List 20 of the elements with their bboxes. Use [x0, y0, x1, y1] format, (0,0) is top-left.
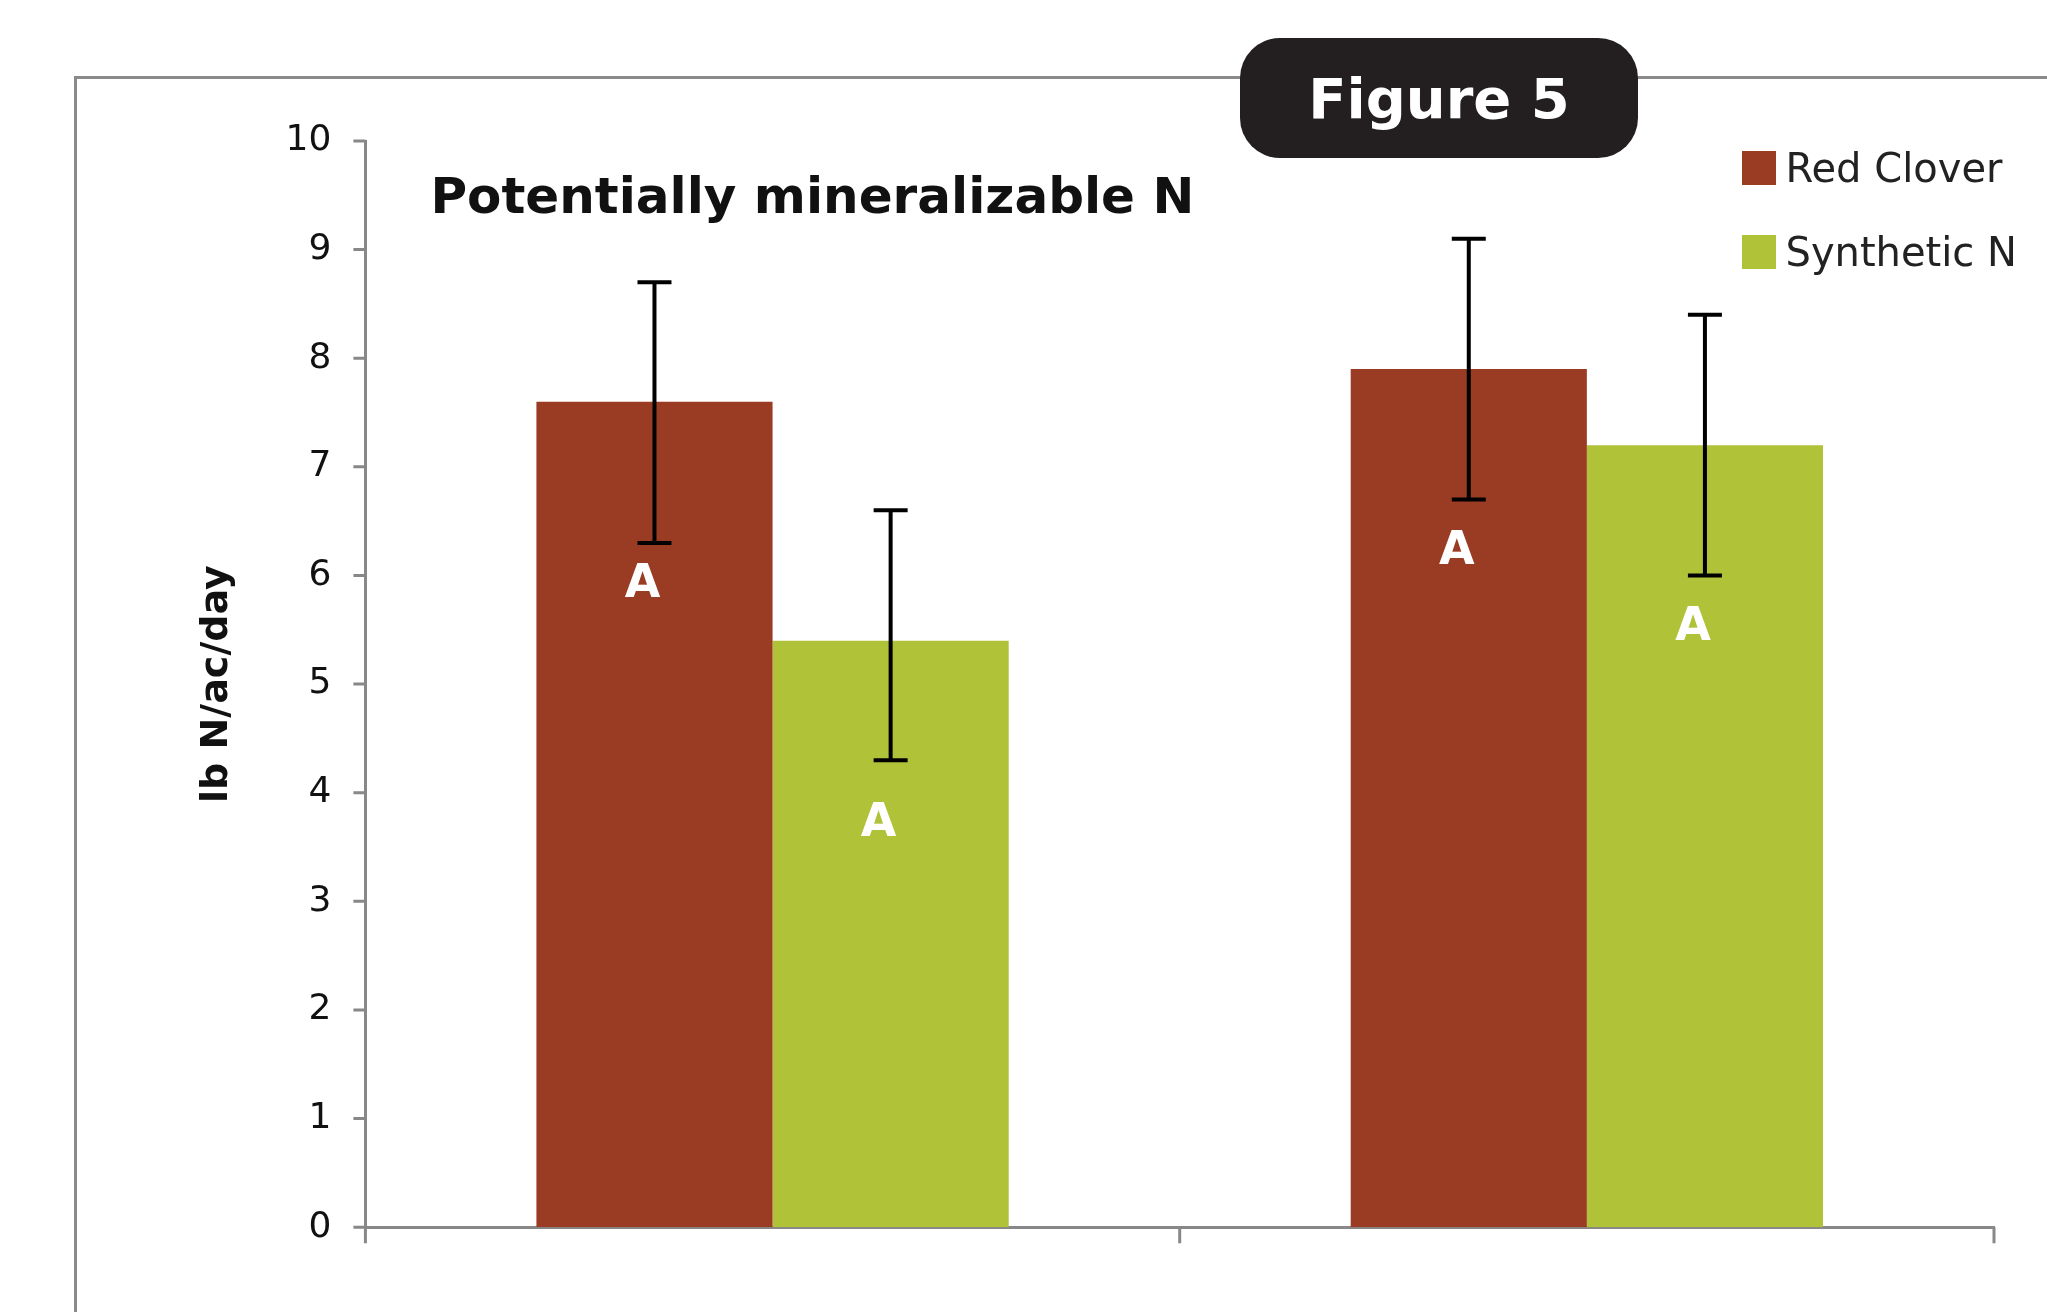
y-tick-label: 0: [308, 1203, 332, 1245]
y-tick-label: 4: [308, 769, 332, 811]
y-tick-label: 1: [308, 1094, 332, 1136]
caption: Figure 5: [1240, 38, 1638, 158]
y-axis-title: lb N/ac/day: [191, 565, 236, 803]
y-tick-label: 9: [308, 225, 332, 267]
y-tick-label: 5: [308, 660, 332, 702]
data-label: A: [624, 553, 661, 608]
legend-label: Red Clover: [1785, 145, 2003, 191]
y-tick-label: 8: [308, 334, 332, 376]
data-label: A: [1438, 521, 1475, 576]
text: Potentially mineralizable N: [430, 166, 1195, 225]
y-tick-label: 6: [308, 551, 332, 593]
legend-label: Synthetic N: [1785, 229, 2017, 275]
data-label: A: [860, 792, 897, 847]
y-tick-label: 3: [308, 877, 332, 919]
y-tick-label: 7: [308, 443, 332, 485]
data-label: A: [1675, 597, 1712, 652]
y-tick-label: 2: [308, 986, 332, 1028]
y-tick-label: 10: [285, 117, 332, 159]
